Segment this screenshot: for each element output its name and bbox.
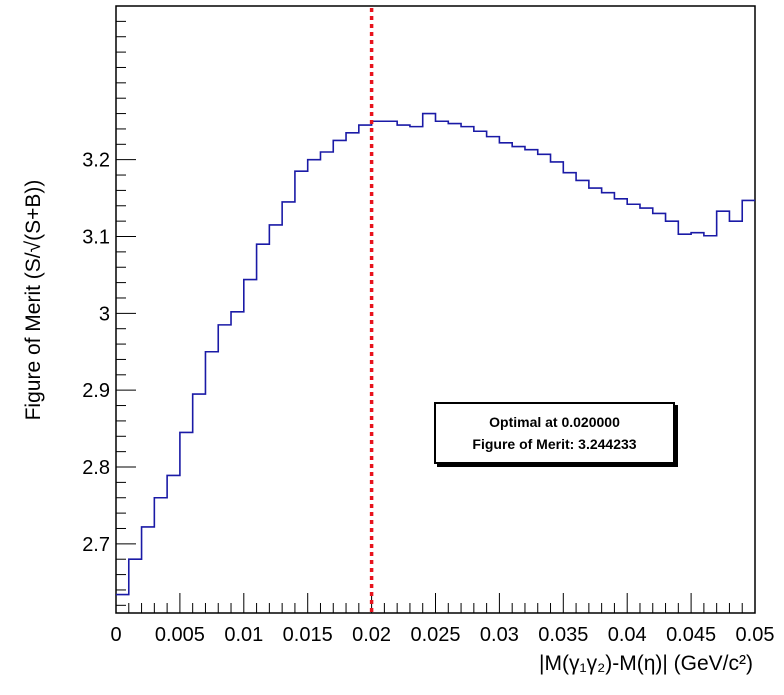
y-axis-title: Figure of Merit (S/√(S+B)) — [22, 180, 45, 421]
x-tick-label: 0.04 — [608, 624, 647, 646]
optimal-info-box: Optimal at 0.020000 Figure of Merit: 3.2… — [434, 402, 675, 464]
x-tick-label: 0.03 — [480, 624, 519, 646]
y-tick-label: 2.7 — [82, 534, 110, 556]
y-tick-label: 2.8 — [82, 457, 110, 479]
y-axis: 2.7 2.8 2.9 3 3.1 3.2 — [82, 5, 136, 606]
x-axis-title: |M(γ₁γ₂)-M(η)| (GeV/c²) — [539, 652, 753, 675]
x-axis: 0 0.005 0.01 0.015 0.02 0.025 0.03 0.035 0.04 0.0… — [110, 593, 774, 646]
y-tick-label: 3.2 — [82, 150, 110, 172]
histogram-series-line — [116, 112, 755, 596]
x-tick-label: 0.045 — [666, 624, 716, 646]
x-tick-label: 0.005 — [155, 624, 205, 646]
y-tick-label: 3 — [99, 303, 110, 325]
optimal-value-label: Optimal at 0.020000 — [489, 414, 620, 430]
x-tick-label: 0.035 — [538, 624, 588, 646]
x-tick-label: 0.02 — [352, 624, 391, 646]
x-tick-label: 0.05 — [736, 624, 775, 646]
y-tick-label: 2.9 — [82, 380, 110, 402]
x-tick-label: 0 — [110, 624, 121, 646]
plot-frame — [115, 5, 756, 614]
x-tick-label: 0.015 — [283, 624, 333, 646]
y-tick-label: 3.1 — [82, 227, 110, 249]
figure-of-merit-value-label: Figure of Merit: 3.244233 — [472, 436, 637, 452]
x-tick-label: 0.01 — [224, 624, 263, 646]
x-tick-label: 0.025 — [410, 624, 460, 646]
